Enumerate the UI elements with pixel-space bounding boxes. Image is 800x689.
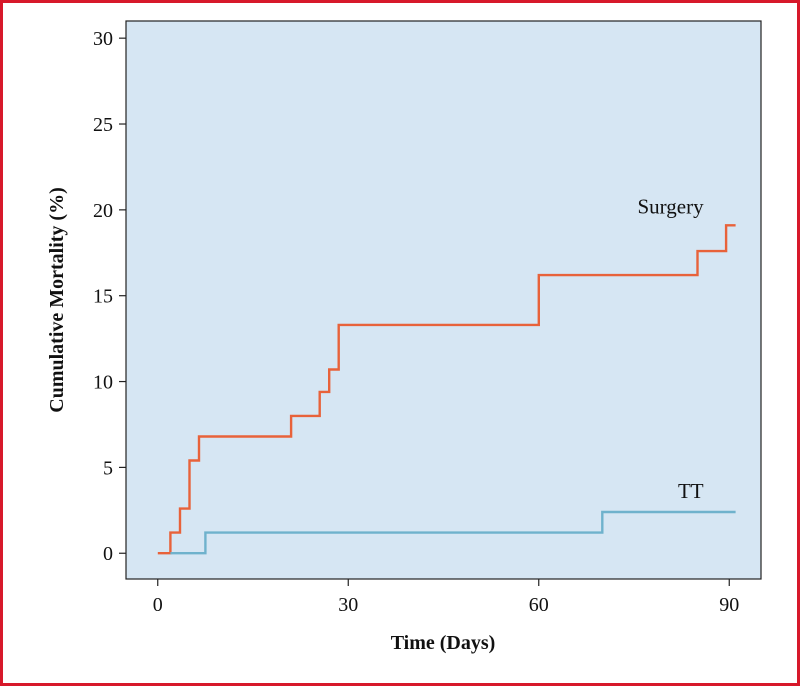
- x-tick-label-30: 30: [338, 594, 358, 616]
- y-tick-label-0: 0: [103, 543, 113, 565]
- x-tick-label-90: 90: [719, 594, 739, 616]
- series-layer: [157, 224, 736, 555]
- y-tick-label-30: 30: [93, 28, 113, 50]
- y-tick-label-15: 15: [93, 286, 113, 308]
- plot-area: [125, 20, 762, 580]
- x-axis-title: Time (Days): [391, 632, 496, 654]
- x-axis: 0 30 60 90: [153, 579, 739, 616]
- x-tick-label-0: 0: [153, 594, 163, 616]
- series-line-surgery: [157, 224, 736, 555]
- y-axis: 0 5 10 15 20 25 30: [93, 28, 126, 565]
- x-tick-label-60: 60: [529, 594, 549, 616]
- mortality-chart: 0 5 10 15 20 25 30 0 30 60 90 Surgery TT Time (Day…: [46, 20, 762, 654]
- y-tick-label-20: 20: [93, 200, 113, 222]
- series-line-tt: [170, 510, 736, 555]
- y-tick-label-5: 5: [103, 457, 113, 479]
- series-label-surgery: Surgery: [637, 194, 704, 218]
- y-axis-title: Cumulative Mortality (%): [46, 187, 68, 413]
- series-labels: Surgery TT: [637, 194, 704, 503]
- y-tick-label-25: 25: [93, 114, 113, 136]
- series-label-tt: TT: [678, 479, 704, 503]
- y-tick-label-10: 10: [93, 372, 113, 394]
